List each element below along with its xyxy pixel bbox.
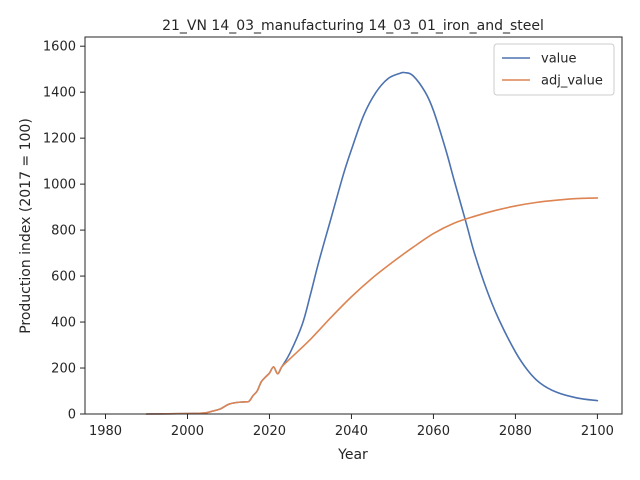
x-tick-label: 2020 <box>253 424 286 439</box>
plot-area <box>145 71 599 415</box>
y-axis-label: Production index (2017 = 100) <box>18 118 34 334</box>
legend-items: value adj_value <box>502 52 603 89</box>
axes-frame <box>84 36 623 415</box>
y-tick-label: 1200 <box>43 132 76 147</box>
y-axis: 0 200 400 600 800 1000 1200 1400 1600 <box>43 40 85 423</box>
y-tick-label: 1400 <box>43 86 76 101</box>
x-tick-label: 2040 <box>335 424 368 439</box>
x-tick-label: 2080 <box>499 424 532 439</box>
y-tick-label: 1000 <box>43 178 76 193</box>
series-layer <box>145 71 599 415</box>
x-tick-label: 2000 <box>171 424 204 439</box>
y-tick-label: 800 <box>51 224 76 239</box>
x-tick-label: 2060 <box>417 424 450 439</box>
y-tick-label: 400 <box>51 316 76 331</box>
series-line-adj-value <box>145 197 599 415</box>
legend-label-adj-value: adj_value <box>541 74 603 89</box>
legend-label-value: value <box>541 52 577 67</box>
legend-box <box>493 43 615 96</box>
y-tick-label: 600 <box>51 270 76 285</box>
x-axis-label: Year <box>337 447 368 463</box>
y-tick-label: 1600 <box>43 40 76 55</box>
x-tick-label: 2100 <box>581 424 614 439</box>
x-tick-label: 1980 <box>89 424 122 439</box>
y-tick-label: 200 <box>51 362 76 377</box>
y-tick-label: 0 <box>68 408 76 423</box>
x-axis: 1980 2000 2020 2040 2060 2080 2100 <box>89 414 614 439</box>
series-line-value <box>145 71 599 415</box>
legend: value adj_value <box>493 43 615 96</box>
chart-title: 21_VN 14_03_manufacturing 14_03_01_iron_… <box>162 18 544 34</box>
